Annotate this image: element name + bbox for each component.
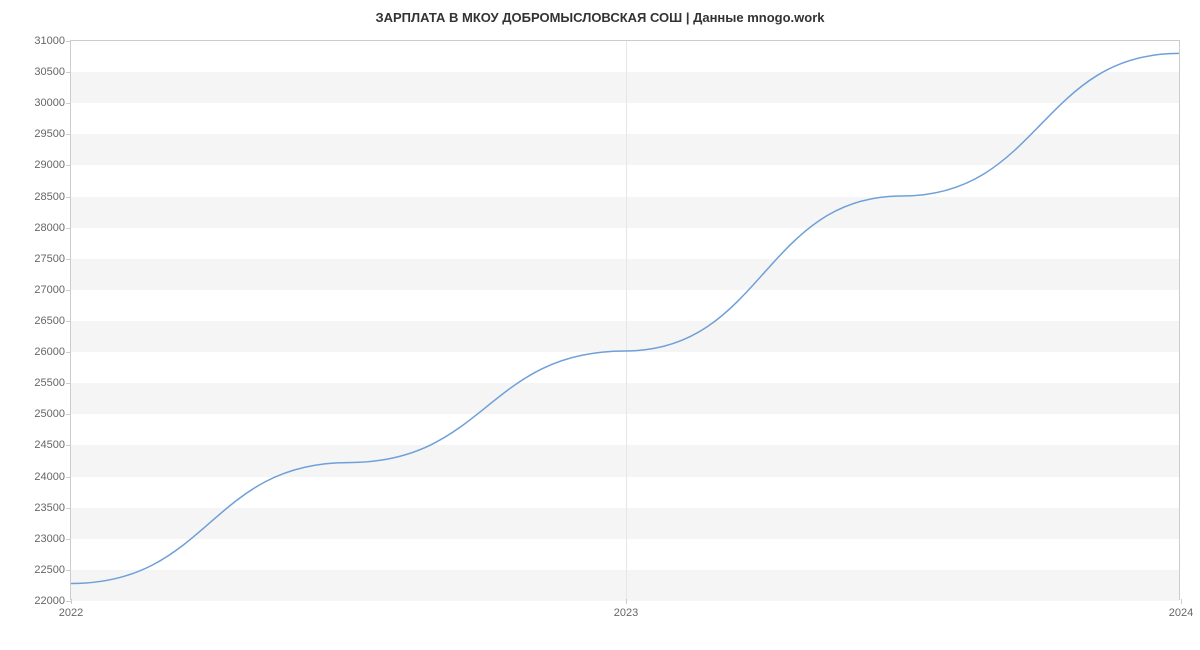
y-tick-label: 28500 [34,191,65,203]
y-tick-label: 29500 [34,128,65,140]
chart-title: ЗАРПЛАТА В МКОУ ДОБРОМЫСЛОВСКАЯ СОШ | Да… [0,0,1200,25]
y-tick-mark [66,41,71,42]
y-tick-mark [66,197,71,198]
y-tick-mark [66,445,71,446]
y-tick-mark [66,228,71,229]
y-tick-label: 25500 [34,377,65,389]
x-tick-mark [71,599,72,604]
y-tick-label: 26000 [34,346,65,358]
y-tick-mark [66,134,71,135]
y-tick-label: 27500 [34,253,65,265]
x-tick-label: 2024 [1169,607,1193,619]
data-line [71,53,1179,583]
y-tick-label: 30500 [34,66,65,78]
y-tick-mark [66,570,71,571]
y-tick-mark [66,290,71,291]
y-tick-mark [66,414,71,415]
line-layer [71,41,1179,599]
y-tick-label: 29000 [34,159,65,171]
y-tick-mark [66,165,71,166]
plot-area: 2200022500230002350024000245002500025500… [70,40,1180,600]
y-tick-label: 23500 [34,502,65,514]
y-tick-mark [66,321,71,322]
y-tick-mark [66,352,71,353]
x-tick-label: 2022 [59,607,83,619]
x-tick-mark [626,599,627,604]
y-tick-mark [66,259,71,260]
y-tick-label: 31000 [34,35,65,47]
y-tick-mark [66,477,71,478]
y-tick-mark [66,103,71,104]
y-tick-label: 26500 [34,315,65,327]
y-tick-label: 28000 [34,222,65,234]
x-tick-label: 2023 [614,607,638,619]
y-tick-label: 24000 [34,471,65,483]
y-tick-mark [66,539,71,540]
y-tick-mark [66,72,71,73]
y-tick-label: 30000 [34,97,65,109]
x-tick-mark [1181,599,1182,604]
y-tick-label: 23000 [34,533,65,545]
y-tick-label: 22500 [34,564,65,576]
y-tick-mark [66,508,71,509]
y-tick-label: 25000 [34,408,65,420]
chart-container: 2200022500230002350024000245002500025500… [70,40,1180,600]
y-tick-label: 27000 [34,284,65,296]
y-tick-label: 24500 [34,439,65,451]
y-tick-mark [66,383,71,384]
y-tick-label: 22000 [34,595,65,607]
